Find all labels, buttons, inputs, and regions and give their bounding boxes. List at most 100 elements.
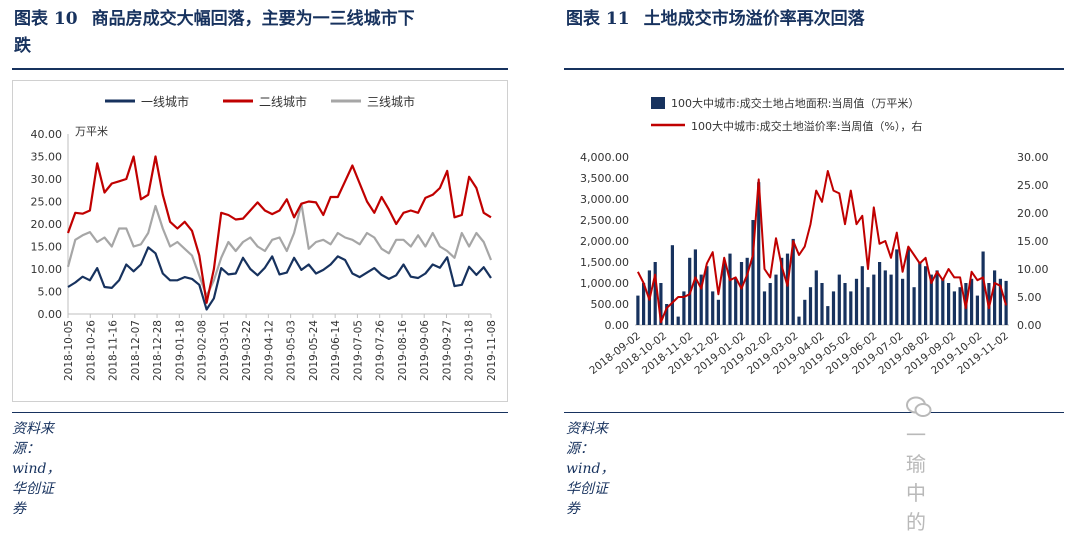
- bar: [676, 316, 680, 325]
- x-tick-label: 2019-06-14: [330, 320, 342, 381]
- bar: [912, 287, 916, 325]
- bar: [924, 266, 928, 325]
- left-y-tick-label: 2,500.00: [580, 214, 629, 227]
- bar: [831, 291, 836, 325]
- bar: [935, 270, 939, 325]
- bar: [906, 249, 910, 325]
- legend-label-3: 三线城市: [367, 94, 415, 109]
- left-source: 资料来源：wind，华创证券: [12, 421, 61, 517]
- y-tick-label: 25.00: [31, 196, 63, 209]
- bar: [711, 291, 715, 325]
- bar: [866, 287, 870, 325]
- right-source-rule: [564, 412, 1064, 413]
- x-tick-label: 2018-12-07: [130, 320, 142, 381]
- x-tick-label: 2019-08-16: [397, 320, 409, 381]
- right-y-tick-label: 5.00: [1017, 291, 1042, 304]
- y-axis-unit: 万平米: [75, 125, 108, 138]
- bar: [820, 283, 824, 325]
- bar: [837, 274, 841, 325]
- legend-label-2: 二线城市: [259, 94, 307, 109]
- bar: [722, 262, 726, 325]
- bar: [803, 299, 807, 325]
- bar: [659, 283, 663, 325]
- right-y-tick-label: 0.00: [1017, 319, 1042, 332]
- bar: [734, 278, 738, 325]
- wechat-icon: [906, 396, 932, 417]
- bar: [665, 304, 669, 325]
- bar: [682, 291, 686, 325]
- bar: [993, 270, 997, 325]
- right-title-text: 土地成交市场溢价率再次回落: [643, 9, 865, 29]
- left-chart-frame: 一线城市 二线城市 三线城市 万平米 0.00 5.00 10.00 15.00 20.00 25…: [12, 80, 508, 402]
- y-tick-label: 5.00: [38, 286, 63, 299]
- bar: [728, 253, 732, 325]
- legend-label-bar: 100大中城市:成交土地占地面积:当周值（万平米）: [671, 96, 919, 110]
- bar: [808, 287, 813, 325]
- series-line-2: [66, 155, 492, 304]
- legend-label-line: 100大中城市:成交土地溢价率:当周值（%），右: [691, 119, 922, 133]
- bar: [952, 291, 956, 325]
- bar: [791, 238, 795, 325]
- series-line-1: [67, 246, 492, 311]
- x-tick-label: 2019-05-03: [286, 320, 298, 381]
- bar: [705, 266, 709, 325]
- bar: [941, 278, 945, 325]
- x-tick-label: 2018-11-16: [108, 320, 120, 381]
- left-title-line2: 跌: [14, 36, 31, 56]
- x-tick-label: 2018-10-05: [63, 320, 75, 381]
- bar: [762, 291, 767, 325]
- bar: [653, 262, 657, 325]
- left-figure-number: 图表 10: [14, 9, 78, 29]
- right-chart-frame: 100大中城市:成交土地占地面积:当周值（万平米） 100大中城市:成交土地溢价率…: [564, 80, 1064, 402]
- x-tick-label: 2019-11-08: [486, 320, 498, 381]
- bar: [998, 278, 1002, 325]
- bar: [814, 270, 818, 325]
- bar: [929, 274, 933, 325]
- legend-label-1: 一线城市: [141, 94, 189, 109]
- bar: [699, 274, 703, 325]
- right-figure-title: 图表 11 土地成交市场溢价率再次回落: [566, 6, 1066, 33]
- left-figure-title: 图表 10 商品房成交大幅回落，主要为一三线城市下 跌: [14, 6, 514, 60]
- x-tick-label: 2019-10-18: [464, 320, 476, 381]
- left-y-tick-label: 2,000.00: [580, 235, 629, 248]
- right-y-tick-label: 10.00: [1017, 263, 1049, 276]
- bar: [872, 274, 876, 325]
- bar: [636, 295, 640, 325]
- x-tick-label: 2019-02-08: [197, 320, 209, 381]
- bar: [716, 299, 720, 325]
- bar: [780, 257, 784, 325]
- y-tick-label: 20.00: [31, 218, 63, 231]
- x-tick-label: 2019-05-24: [308, 320, 320, 381]
- left-y-tick-label: 1,500.00: [580, 256, 629, 269]
- bar: [889, 274, 893, 325]
- bar: [797, 316, 801, 325]
- x-tick-label: 2019-01-18: [174, 320, 186, 381]
- x-tick-label: 2019-03-22: [241, 320, 253, 381]
- x-tick-label: 2019-03-01: [219, 320, 231, 381]
- left-y-tick-label: 1,000.00: [580, 277, 629, 290]
- bar: [670, 245, 674, 325]
- bar: [860, 266, 864, 325]
- right-y-tick-label: 25.00: [1017, 179, 1049, 192]
- bar: [693, 249, 697, 325]
- right-y-tick-label: 20.00: [1017, 207, 1049, 220]
- right-figure-number: 图表 11: [566, 9, 630, 29]
- bar: [774, 274, 778, 325]
- x-tick-label: 2018-10-26: [85, 320, 97, 381]
- right-source: 资料来源：wind，华创证券: [566, 421, 615, 517]
- right-y-tick-label: 30.00: [1017, 151, 1049, 164]
- right-combo-chart: 100大中城市:成交土地占地面积:当周值（万平米） 100大中城市:成交土地溢价率…: [580, 96, 1049, 377]
- x-tick-label: 2019-07-26: [375, 320, 387, 381]
- y-tick-label: 10.00: [31, 263, 63, 276]
- bar: [751, 220, 755, 325]
- bar: [918, 262, 922, 325]
- bar: [878, 262, 882, 325]
- bar: [901, 278, 905, 325]
- series-line-3: [66, 202, 493, 298]
- x-tick-label: 2019-04-12: [263, 320, 275, 381]
- bar: [843, 283, 847, 325]
- y-tick-label: 15.00: [31, 241, 63, 254]
- y-tick-label: 40.00: [31, 128, 63, 141]
- bar: [785, 253, 790, 325]
